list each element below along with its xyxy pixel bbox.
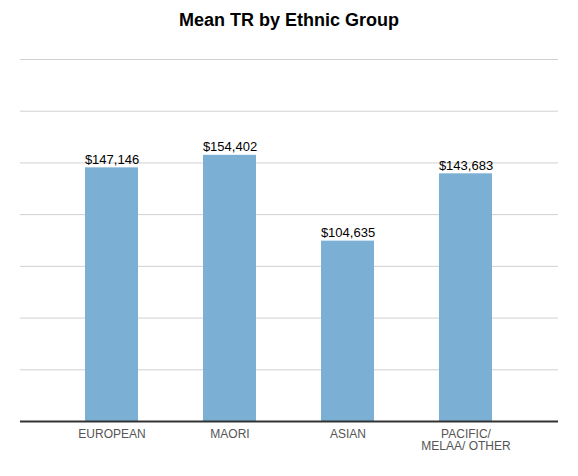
svg-text:$143,683: $143,683 [439, 158, 493, 173]
html-text:Mean TR by Ethnic Group: Mean TR by Ethnic Group [179, 10, 399, 30]
svg-text:$104,635: $104,635 [321, 225, 375, 240]
svg-text:MAORI: MAORI [210, 427, 249, 441]
svg-text:ASIAN: ASIAN [330, 427, 366, 441]
svg-text:PACIFIC/MELAA/ OTHER: PACIFIC/MELAA/ OTHER [421, 427, 511, 453]
svg-text:EUROPEAN: EUROPEAN [78, 427, 145, 441]
svg-text:$154,402: $154,402 [203, 139, 257, 154]
svg-text:$147,146: $147,146 [85, 152, 139, 167]
